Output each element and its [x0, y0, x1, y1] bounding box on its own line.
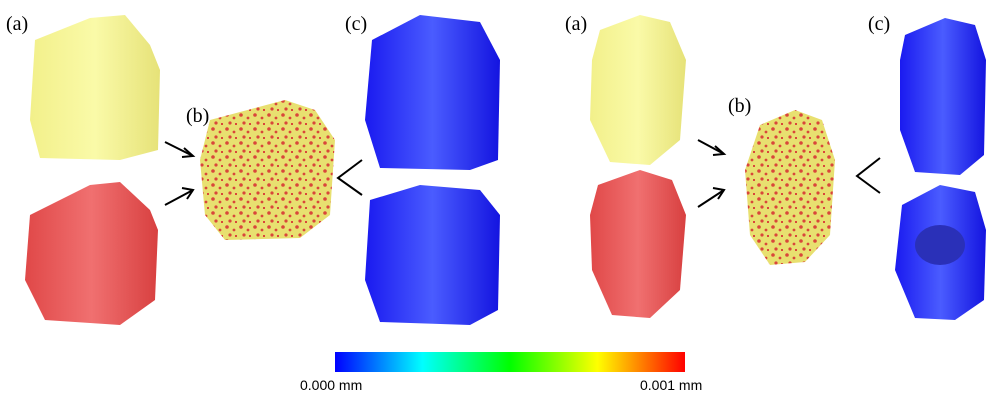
arrow: [698, 190, 724, 207]
tooth-overlay: [200, 100, 335, 240]
panel-label: (a): [6, 13, 28, 35]
tooth-blue: [900, 18, 986, 175]
panel-label: (b): [186, 105, 209, 127]
tooth-overlay: [745, 110, 835, 265]
tooth-red: [590, 170, 686, 318]
tooth-yellow: [590, 15, 686, 165]
color-bar-max-label: 0.001 mm: [640, 377, 702, 393]
tooth-blue: [365, 15, 500, 170]
arrow-split: [857, 158, 880, 193]
tooth-red: [25, 182, 158, 325]
arrow: [165, 142, 193, 156]
tooth-blue: [365, 185, 500, 325]
panel-label: (b): [728, 95, 751, 117]
panel-label: (c): [345, 13, 367, 35]
tooth-yellow: [30, 15, 160, 160]
figure: (a) (b) (c) (a) (b) (c) 0.000 mm 0.001 m…: [0, 0, 986, 400]
tooth-cavity: [915, 225, 965, 265]
arrow-split: [338, 160, 362, 195]
color-bar-min-label: 0.000 mm: [300, 377, 362, 393]
panel-label: (a): [565, 13, 587, 35]
arrow: [698, 140, 724, 154]
color-bar: [335, 352, 685, 372]
panel-label: (c): [868, 13, 890, 35]
